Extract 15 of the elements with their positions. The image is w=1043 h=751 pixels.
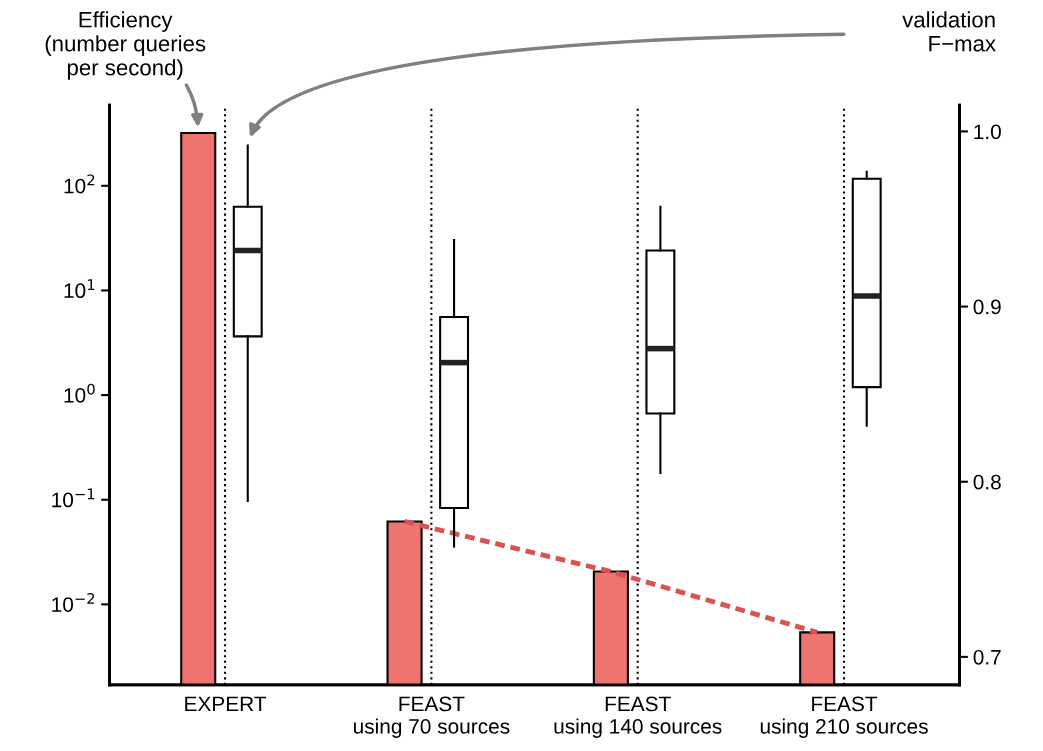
- x-tick-label: EXPERT: [185, 696, 267, 712]
- x-tick-label: FEAST using 70 sources: [353, 696, 510, 738]
- y-tick-label: 10$^{1}$: [64, 279, 95, 299]
- y2-tick-label: 0.9: [973, 299, 1001, 315]
- y-tick-label: 10$^{−1}$: [52, 488, 95, 508]
- y-tick-label: 10$^{0}$: [64, 383, 95, 403]
- y-tick-label: 10$^{−2}$: [52, 592, 95, 612]
- x-tick-label: FEAST using 210 sources: [760, 696, 928, 738]
- text: validation F−max: [902, 11, 996, 52]
- text: Efficiency (number queries per second): [45, 11, 206, 80]
- y2-tick-label: 1.0: [974, 124, 1001, 140]
- y2-tick-label: 0.7: [973, 649, 1001, 665]
- y2-tick-label: 0.8: [973, 474, 1001, 490]
- x-tick-label: FEAST using 140 sources: [554, 696, 722, 738]
- y-tick-label: 10$^{2}$: [64, 174, 95, 194]
